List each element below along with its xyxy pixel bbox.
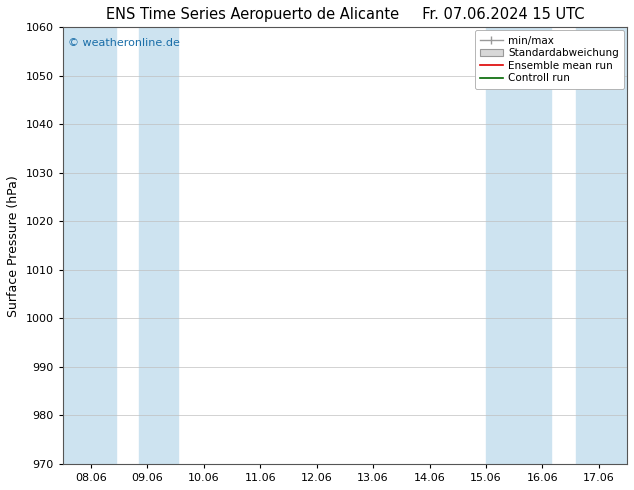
Title: ENS Time Series Aeropuerto de Alicante     Fr. 07.06.2024 15 UTC: ENS Time Series Aeropuerto de Alicante F…	[106, 7, 584, 22]
Text: © weatheronline.de: © weatheronline.de	[68, 38, 180, 48]
Bar	[576, 27, 627, 464]
Legend: min/max, Standardabweichung, Ensemble mean run, Controll run: min/max, Standardabweichung, Ensemble me…	[475, 30, 624, 89]
Bar	[139, 27, 178, 464]
Y-axis label: Surface Pressure (hPa): Surface Pressure (hPa)	[7, 175, 20, 317]
Bar	[63, 27, 116, 464]
Bar	[486, 27, 551, 464]
